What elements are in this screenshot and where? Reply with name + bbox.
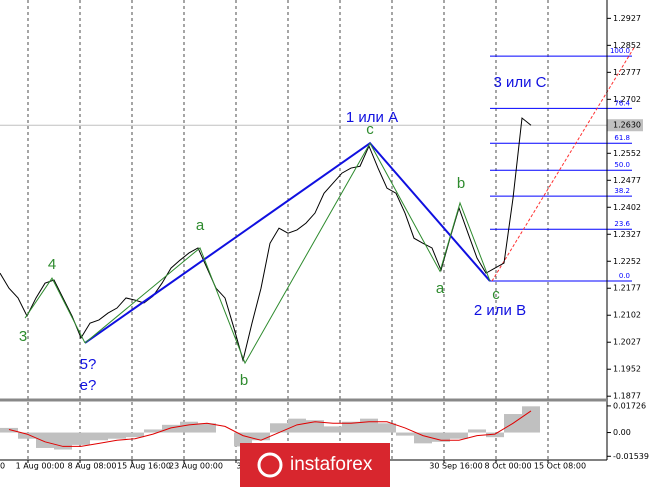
- y-tick-label: 1.2027: [613, 338, 641, 347]
- osc-bar: [180, 421, 198, 433]
- y-tick-label: 1.2327: [613, 230, 641, 239]
- osc-bar: [414, 432, 432, 444]
- fib-level-label: 0.0: [619, 272, 630, 280]
- osc-bar: [468, 429, 486, 433]
- osc-bar: [108, 432, 126, 439]
- wave-label: c: [492, 286, 500, 303]
- wave-label: c: [366, 121, 374, 138]
- price-line: [0, 117, 532, 363]
- wave-label: 5?: [80, 356, 97, 373]
- osc-bar: [288, 418, 306, 433]
- osc-bar: [432, 432, 450, 442]
- x-tick-label: 00: [0, 462, 5, 471]
- fib-level-label: 23.6: [614, 220, 630, 228]
- wave-line: [369, 142, 491, 282]
- wave-label: 2 или B: [474, 302, 526, 319]
- fib-level-label: 61.8: [614, 134, 630, 142]
- fib-level-label: 100.0: [610, 47, 630, 55]
- osc-bar: [270, 423, 288, 433]
- osc-y-tick-label: 0.00: [613, 428, 631, 437]
- projection-line: [491, 45, 636, 282]
- y-tick-label: 1.2477: [613, 176, 641, 185]
- osc-bar: [0, 427, 18, 433]
- wave-label: b: [240, 372, 248, 389]
- y-tick-label: 1.2402: [613, 203, 641, 212]
- y-tick-label: 1.2702: [613, 95, 641, 104]
- last-price-label: 1.2630: [613, 121, 641, 130]
- osc-bar: [378, 423, 396, 433]
- x-tick-label: 15 Aug 16:00: [117, 462, 171, 471]
- watermark-logo: [257, 452, 283, 478]
- fib-level-label: 38.2: [614, 187, 630, 195]
- osc-bar: [126, 432, 144, 438]
- x-tick-label: 1 Aug 00:00: [16, 462, 65, 471]
- y-tick-label: 1.1952: [613, 365, 641, 374]
- wave-label: 1 или A: [346, 109, 398, 126]
- y-tick-label: 1.2777: [613, 68, 641, 77]
- wave-label: e?: [80, 377, 97, 394]
- y-tick-label: 1.1877: [613, 392, 641, 401]
- osc-bar: [522, 406, 540, 433]
- x-tick-label: 8 Oct 00:00: [484, 462, 531, 471]
- x-tick-label: 23 Aug 00:00: [169, 462, 223, 471]
- osc-bar: [396, 432, 414, 436]
- x-tick-label: 30 Sep 16:00: [429, 462, 482, 471]
- osc-bar: [18, 432, 36, 439]
- osc-bar: [36, 432, 54, 448]
- wave-label: 3: [19, 328, 27, 345]
- y-tick-label: 1.2927: [613, 14, 641, 23]
- osc-bar: [306, 420, 324, 433]
- osc-bar: [72, 432, 90, 445]
- wave-label: 3 или C: [493, 74, 546, 91]
- watermark-text: instaforex: [290, 454, 373, 475]
- osc-bar: [324, 426, 342, 433]
- y-tick-label: 1.2852: [613, 41, 641, 50]
- osc-bar: [234, 432, 252, 447]
- wave-line: [24, 277, 86, 344]
- wave-label: b: [457, 175, 465, 192]
- osc-bar: [144, 429, 162, 433]
- fib-level-label: 50.0: [614, 161, 630, 169]
- fib-level-label: 76.4: [614, 99, 630, 107]
- osc-bar: [90, 432, 108, 441]
- osc-bar: [198, 423, 216, 433]
- watermark-banner: [240, 443, 390, 487]
- wave-label: a: [196, 217, 205, 234]
- osc-bar: [54, 432, 72, 450]
- wave-line: [84, 141, 491, 344]
- osc-bar: [450, 432, 468, 439]
- wave-label: a: [436, 280, 445, 297]
- osc-bar: [486, 432, 504, 438]
- osc-y-tick-label: 0.01726: [613, 401, 646, 410]
- y-tick-label: 1.2102: [613, 311, 641, 320]
- x-tick-label: 15 Oct 08:00: [534, 462, 586, 471]
- osc-bar: [342, 421, 360, 433]
- osc-bar: [162, 424, 180, 433]
- y-tick-label: 1.2252: [613, 257, 641, 266]
- y-tick-label: 1.2177: [613, 284, 641, 293]
- wave-label: 4: [48, 256, 56, 273]
- wave-line: [84, 142, 371, 365]
- osc-y-tick-label: -0.01539: [613, 452, 649, 461]
- y-tick-label: 1.2552: [613, 149, 641, 158]
- watermark: instaforex: [240, 443, 390, 487]
- x-tick-label: 8 Aug 08:00: [68, 462, 117, 471]
- osc-bar: [360, 418, 378, 433]
- osc-bar: [252, 432, 270, 441]
- osc-signal: [8, 410, 532, 447]
- last-price-box: [607, 119, 643, 132]
